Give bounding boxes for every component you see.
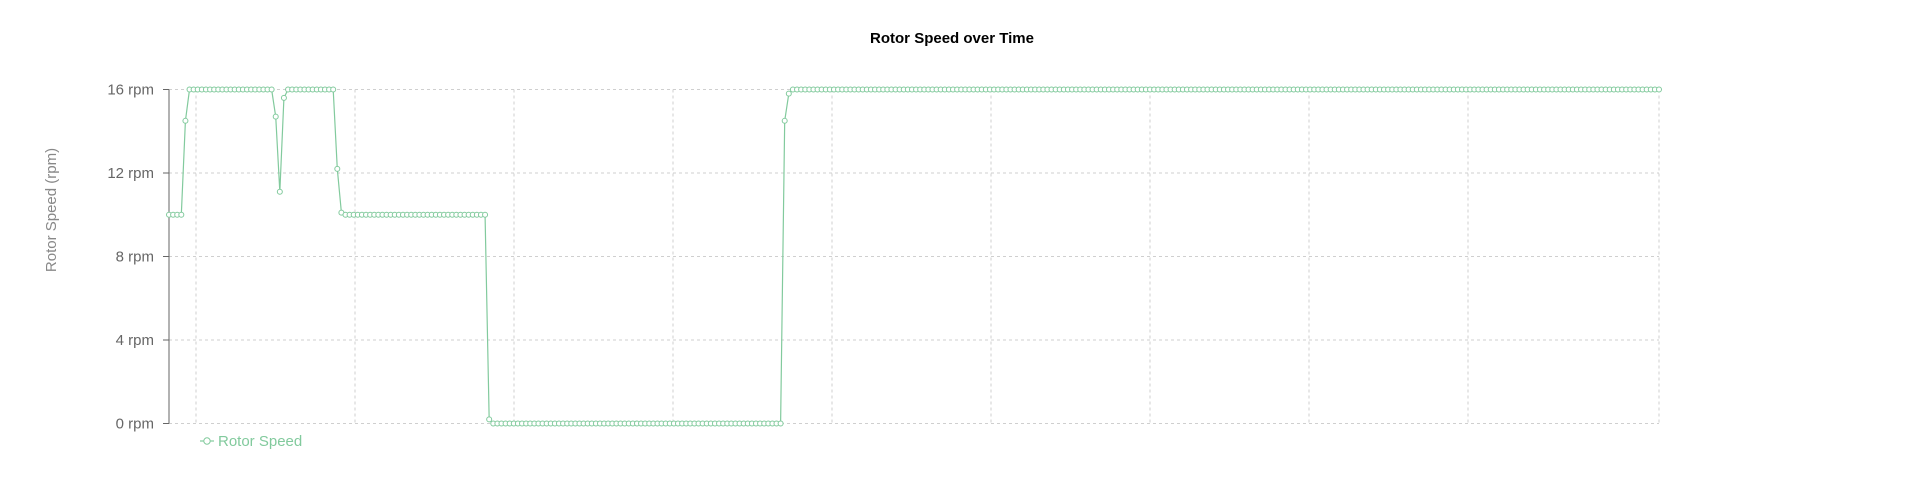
y-tick-label: 0 rpm [116,416,154,433]
series-rotor-speed [166,86,1662,427]
data-point [276,188,283,195]
legend-dot-marker [203,437,211,445]
y-axis: 0 rpm 4 rpm 8 rpm 12 rpm 16 rpm [107,82,170,433]
chart-title: Rotor Speed over Time [870,30,1034,47]
legend-item-rotor-speed: Rotor Speed [218,433,302,450]
y-tick-label: 8 rpm [116,249,154,266]
y-tick-label: 4 rpm [116,332,154,349]
data-point [1656,86,1662,93]
data-point [334,165,341,172]
data-point [272,113,279,120]
y-tick-label: 12 rpm [107,165,154,182]
data-point [785,90,792,97]
data-point [482,211,489,218]
grid [169,89,1660,424]
data-point [280,94,287,101]
y-axis-label: Rotor Speed (rpm) [43,148,60,272]
data-point [268,86,275,93]
data-point [330,86,337,93]
data-point [486,416,493,423]
y-tick-label: 16 rpm [107,82,154,99]
data-point [178,211,185,218]
legend[interactable]: Rotor Speed [200,433,302,450]
data-point [182,117,189,124]
data-point [777,420,784,427]
data-point [781,117,788,124]
